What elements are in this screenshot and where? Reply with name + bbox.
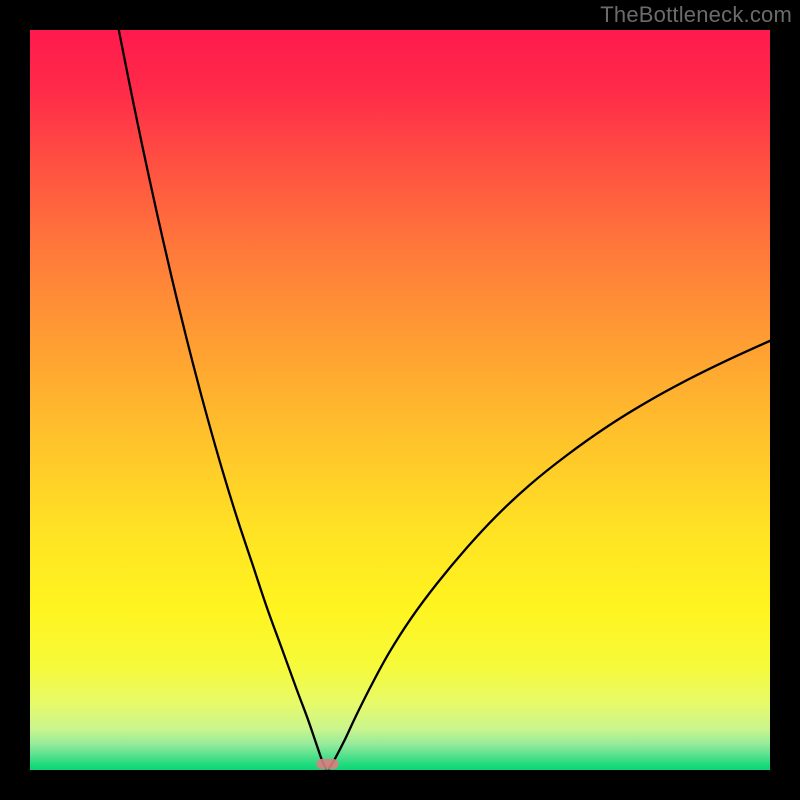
bottleneck-curve-chart	[30, 30, 770, 770]
minimum-marker	[316, 759, 338, 769]
watermark-text: TheBottleneck.com	[600, 2, 792, 28]
plot-area	[30, 30, 770, 770]
chart-container: TheBottleneck.com	[0, 0, 800, 800]
